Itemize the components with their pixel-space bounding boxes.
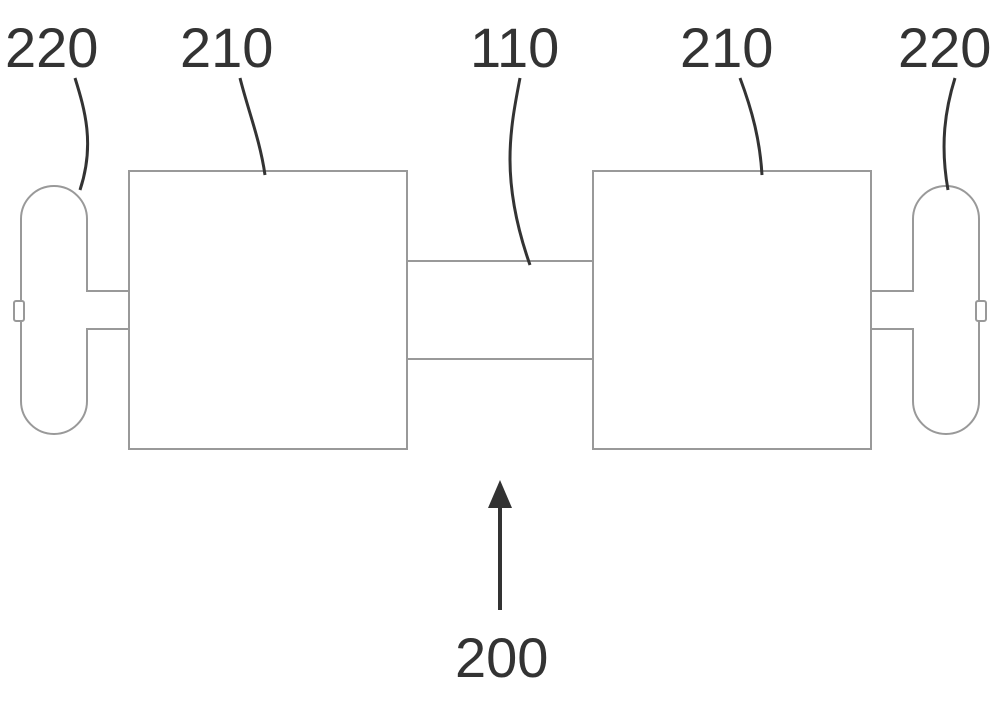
label-wheel-right: 220: [898, 15, 991, 80]
axle-right: [870, 290, 914, 330]
hub-right: [975, 300, 987, 322]
wheel-left: [20, 185, 88, 435]
label-assembly: 200: [455, 625, 548, 690]
hub-left: [13, 300, 25, 322]
platform-left: [128, 170, 408, 450]
platform-right: [592, 170, 872, 450]
label-platform-right: 210: [680, 15, 773, 80]
connector-part: [408, 260, 592, 360]
label-platform-left: 210: [180, 15, 273, 80]
axle-left: [86, 290, 130, 330]
label-connector: 110: [470, 15, 559, 80]
label-wheel-left: 220: [5, 15, 98, 80]
wheel-right: [912, 185, 980, 435]
